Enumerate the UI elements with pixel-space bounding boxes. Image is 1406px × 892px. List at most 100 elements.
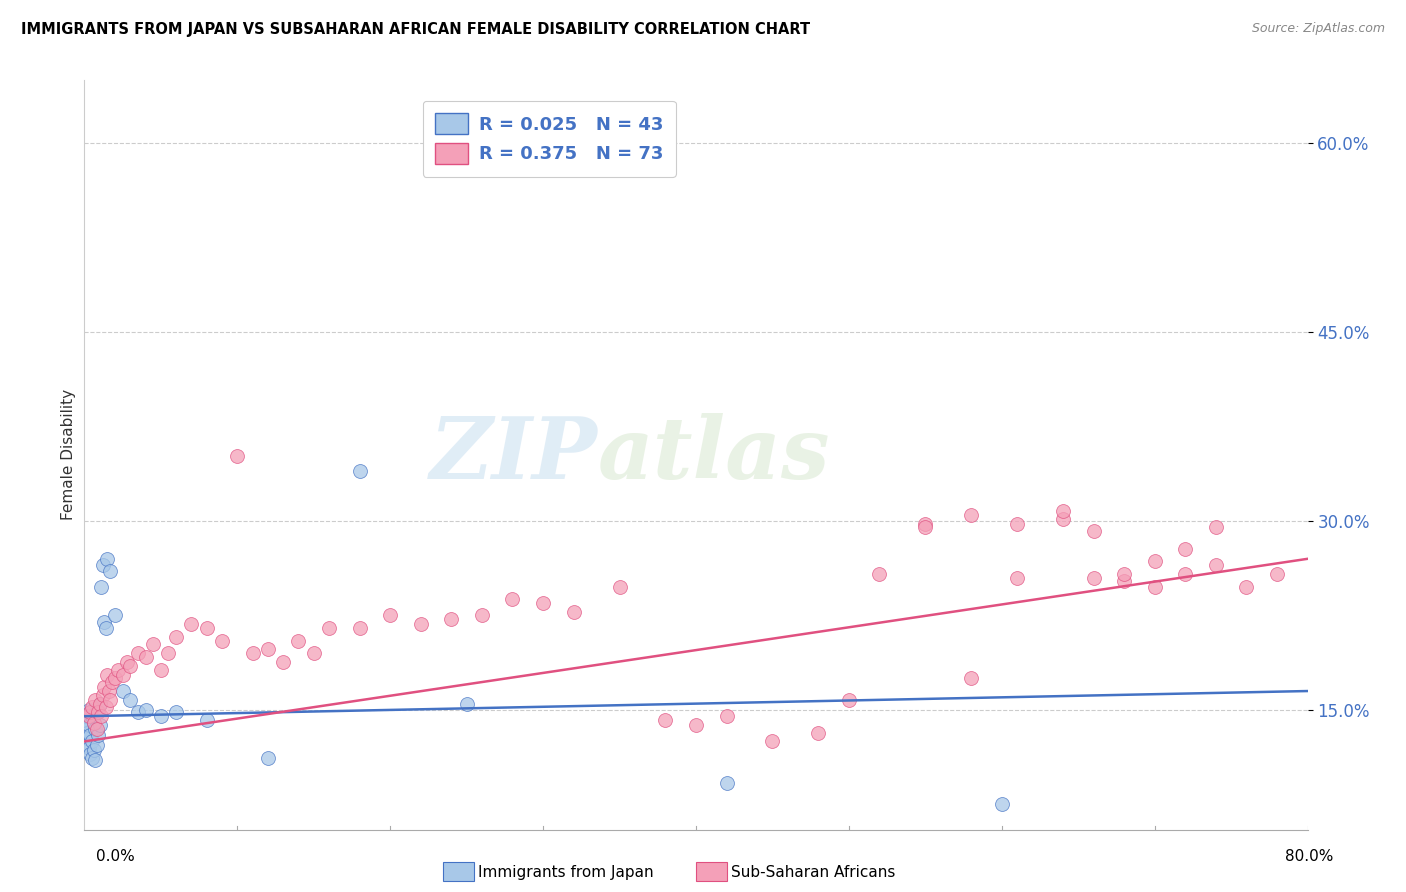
Point — [93, 680, 115, 694]
Point — [531, 596, 554, 610]
Point — [271, 655, 294, 669]
Point — [93, 615, 115, 629]
Point — [685, 718, 707, 732]
Text: 80.0%: 80.0% — [1285, 849, 1333, 864]
Point — [101, 675, 124, 690]
Point — [157, 646, 180, 660]
Point — [165, 706, 187, 720]
Text: ZIP: ZIP — [430, 413, 598, 497]
Point — [914, 516, 936, 531]
Point — [80, 751, 103, 765]
Text: 0.0%: 0.0% — [96, 849, 135, 864]
Point — [302, 646, 325, 660]
Point — [77, 740, 100, 755]
Point — [94, 621, 117, 635]
Point — [80, 709, 103, 723]
Point — [869, 566, 891, 581]
Point — [76, 738, 98, 752]
Point — [86, 706, 108, 720]
Point — [456, 697, 478, 711]
Point — [97, 684, 120, 698]
Point — [89, 718, 111, 732]
Point — [76, 725, 98, 739]
Point — [180, 617, 202, 632]
Point — [91, 688, 114, 702]
Point — [838, 693, 860, 707]
Point — [87, 706, 110, 720]
Point — [1052, 511, 1074, 525]
Point — [90, 580, 112, 594]
Point — [120, 693, 142, 707]
Text: Source: ZipAtlas.com: Source: ZipAtlas.com — [1251, 22, 1385, 36]
Point — [86, 738, 108, 752]
Point — [77, 709, 100, 723]
Point — [90, 709, 112, 723]
Point — [149, 663, 172, 677]
Point — [1083, 571, 1105, 585]
Point — [107, 663, 129, 677]
Point — [98, 565, 121, 579]
Point — [226, 449, 249, 463]
Point — [86, 722, 108, 736]
Legend: R = 0.025   N = 43, R = 0.375   N = 73: R = 0.025 N = 43, R = 0.375 N = 73 — [423, 101, 676, 177]
Y-axis label: Female Disability: Female Disability — [60, 389, 76, 521]
Point — [318, 621, 340, 635]
Point — [1174, 566, 1197, 581]
Point — [914, 520, 936, 534]
Point — [127, 646, 149, 660]
Point — [165, 630, 187, 644]
Point — [349, 621, 371, 635]
Point — [716, 776, 738, 790]
Point — [654, 713, 676, 727]
Point — [77, 703, 100, 717]
Point — [96, 667, 118, 681]
Point — [84, 722, 107, 736]
Point — [104, 672, 127, 686]
Point — [761, 734, 783, 748]
Text: IMMIGRANTS FROM JAPAN VS SUBSAHARAN AFRICAN FEMALE DISABILITY CORRELATION CHART: IMMIGRANTS FROM JAPAN VS SUBSAHARAN AFRI… — [21, 22, 810, 37]
Point — [562, 605, 585, 619]
Point — [609, 580, 631, 594]
Point — [960, 672, 983, 686]
Point — [84, 753, 107, 767]
Point — [1114, 574, 1136, 589]
Point — [79, 706, 101, 720]
Point — [94, 700, 117, 714]
Point — [127, 706, 149, 720]
Point — [242, 646, 264, 660]
Point — [89, 697, 111, 711]
Point — [135, 650, 157, 665]
Point — [87, 728, 110, 742]
Point — [80, 700, 103, 714]
Point — [75, 715, 97, 730]
Point — [83, 715, 105, 730]
Point — [111, 667, 134, 681]
Point — [1114, 566, 1136, 581]
Point — [440, 612, 463, 626]
Point — [79, 706, 101, 720]
Point — [79, 728, 101, 742]
Text: Sub-Saharan Africans: Sub-Saharan Africans — [731, 865, 896, 880]
Point — [409, 617, 432, 632]
Point — [1174, 541, 1197, 556]
Point — [195, 713, 218, 727]
Point — [91, 558, 114, 573]
Point — [89, 697, 111, 711]
Point — [1083, 524, 1105, 538]
Point — [211, 633, 233, 648]
Point — [1205, 520, 1227, 534]
Point — [104, 608, 127, 623]
Point — [83, 715, 105, 730]
Point — [380, 608, 402, 623]
Point — [1052, 504, 1074, 518]
Point — [471, 608, 494, 623]
Point — [111, 684, 134, 698]
Point — [1005, 571, 1028, 585]
Point — [960, 508, 983, 522]
Point — [79, 747, 101, 761]
Point — [1205, 558, 1227, 573]
Point — [120, 658, 142, 673]
Point — [83, 743, 105, 757]
Point — [716, 709, 738, 723]
Point — [98, 693, 121, 707]
